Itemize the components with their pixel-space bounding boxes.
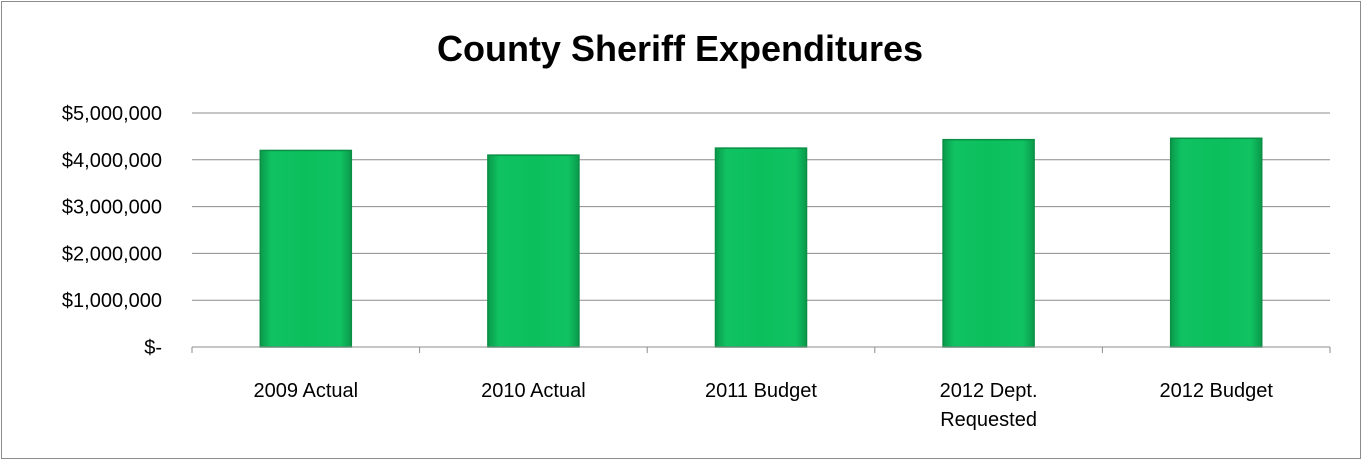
- y-axis-ticks: $- $1,000,000 $2,000,000 $3,000,000 $4,000,0…: [62, 103, 162, 359]
- x-tick-label: 2010 Actual: [481, 380, 586, 402]
- bar: [487, 154, 580, 348]
- x-tick-label: 2011 Budget: [705, 380, 817, 402]
- x-tick-label: 2012 Budget: [1159, 380, 1273, 402]
- x-axis: [191, 346, 1331, 353]
- y-tick-label: $-: [144, 337, 162, 359]
- y-tick-label: $1,000,000: [62, 290, 162, 312]
- y-tick-label: $3,000,000: [62, 197, 162, 219]
- bar: [942, 138, 1035, 348]
- x-tick-label: 2009 Actual: [254, 380, 359, 402]
- bar: [259, 149, 353, 348]
- chart-title: County Sheriff Expenditures: [436, 28, 924, 69]
- y-tick-label: $5,000,000: [62, 103, 162, 125]
- bar: [1169, 137, 1263, 348]
- bar: [714, 147, 808, 348]
- x-axis-ticks: 2009 Actual 2010 Actual 2011 Budget 2012 De…: [254, 380, 1274, 431]
- y-tick-label: $4,000,000: [62, 150, 162, 172]
- bars: [259, 137, 1263, 348]
- x-tick-label: 2012 Dept. Requested: [940, 380, 1038, 431]
- y-tick-label: $2,000,000: [62, 243, 162, 265]
